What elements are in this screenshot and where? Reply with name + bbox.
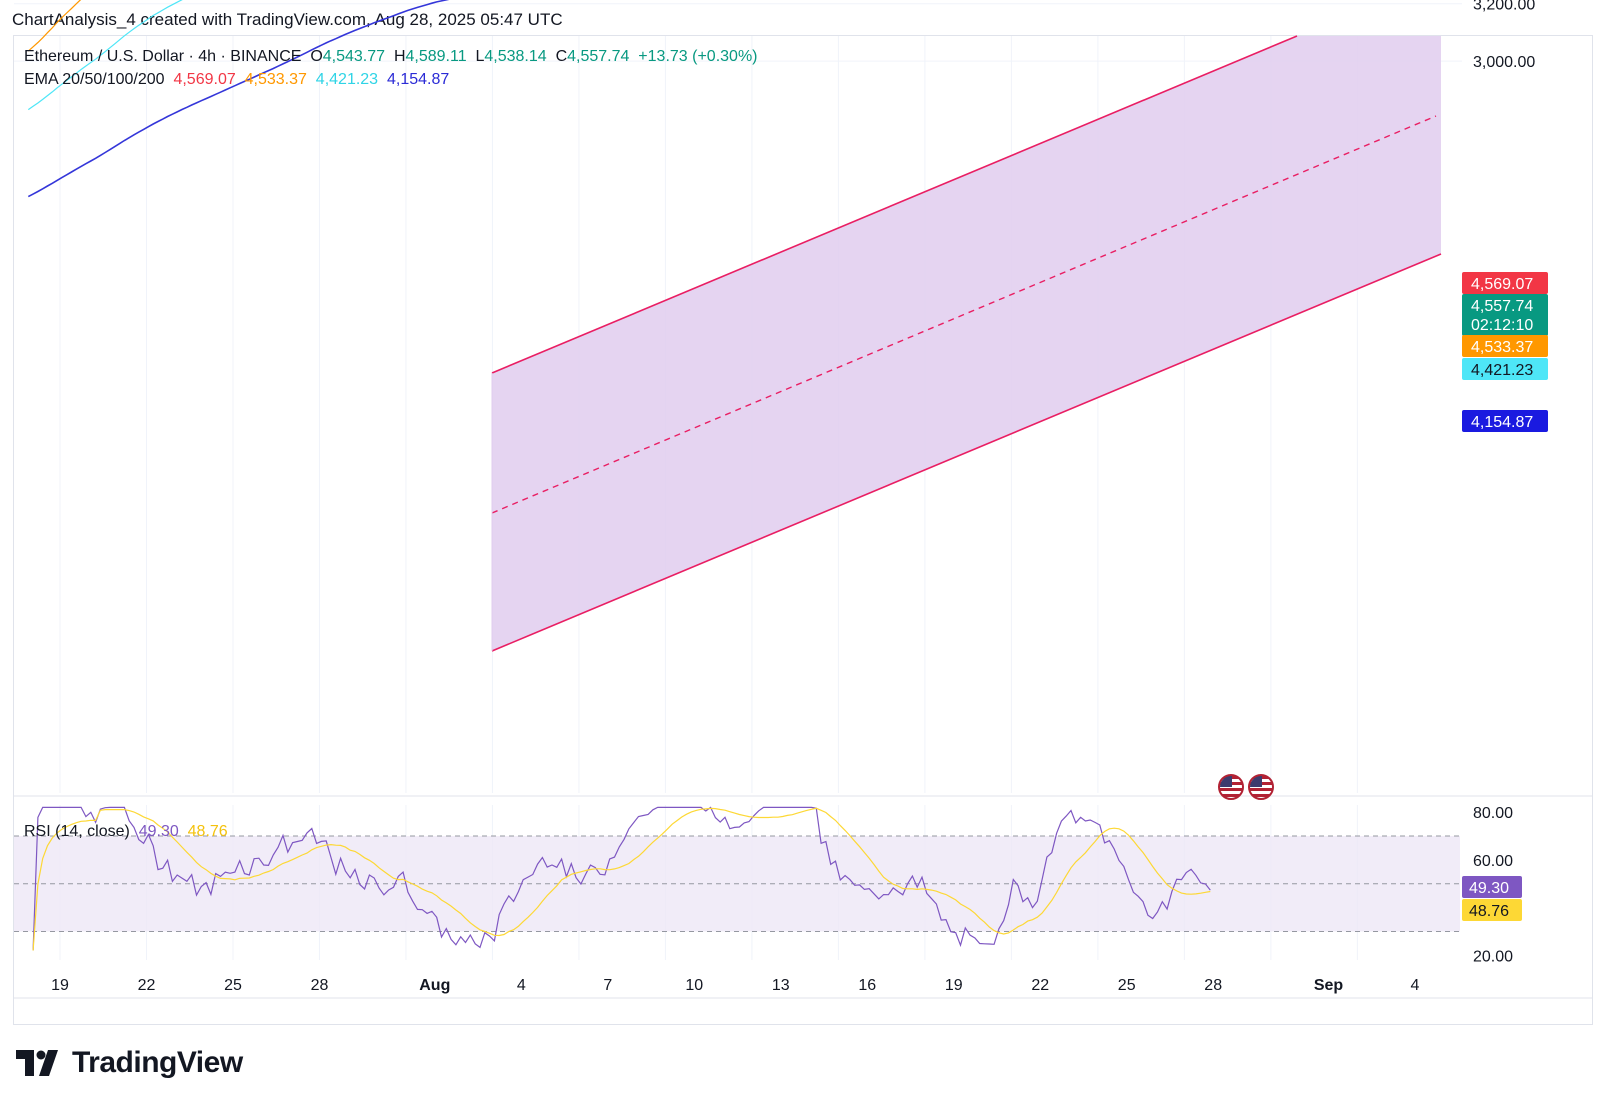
rsi-value-badge-text: 49.30 <box>1469 880 1509 897</box>
parallel-channel-fill <box>492 36 1441 651</box>
last-price-badge <box>1462 294 1548 336</box>
time-axis-label: 4 <box>1411 977 1420 994</box>
time-axis-label: 19 <box>945 977 963 994</box>
price-chart[interactable]: 5,400.005,200.005,000.004,800.004,200.00… <box>0 0 1600 1030</box>
ema20-price-badge <box>1462 272 1548 294</box>
time-axis-label: Sep <box>1314 977 1344 994</box>
rsi-scale-label: 60.00 <box>1473 853 1513 870</box>
tradingview-logo[interactable]: TradingView <box>16 1046 243 1080</box>
us-flag-icon[interactable] <box>1218 774 1244 800</box>
rsi-ma-line <box>32 807 1211 951</box>
ema20-value: 4,569.07 <box>173 71 236 88</box>
channel-lower-line <box>491 253 1442 652</box>
time-axis-label: 4 <box>517 977 526 994</box>
ema100-price-badge <box>1462 358 1548 380</box>
time-axis-label: 10 <box>685 977 703 994</box>
symbol-title[interactable]: Ethereum / U.S. Dollar · 4h · BINANCE <box>24 48 302 65</box>
close-label: C <box>555 48 568 65</box>
ema200-price-badge <box>1462 410 1548 432</box>
ema50-value: 4,533.37 <box>244 71 307 88</box>
ema50-line <box>27 0 82 52</box>
time-axis-label: 25 <box>224 977 242 994</box>
author-line: ChartAnalysis_4 created with TradingView… <box>12 10 563 29</box>
time-axis-label: 28 <box>311 977 329 994</box>
countdown-text: 02:12:10 <box>1471 317 1533 334</box>
ema100-price-badge-text: 4,421.23 <box>1471 362 1533 379</box>
rsi-value-badge <box>1462 876 1522 898</box>
tradingview-wordmark: TradingView <box>72 1046 243 1079</box>
close-value: 4,557.74 <box>567 48 630 65</box>
channel-upper-line <box>491 35 1298 374</box>
ema200-line <box>27 0 450 198</box>
time-axis-label: 22 <box>1031 977 1049 994</box>
channel-median-line <box>491 115 1437 514</box>
ema50-price-badge <box>1462 335 1548 357</box>
high-label: H <box>393 48 406 65</box>
chart-frame[interactable] <box>13 35 1593 1025</box>
rsi-scale-label: 20.00 <box>1473 948 1513 965</box>
time-axis-label: 13 <box>772 977 790 994</box>
time-axis-label: Aug <box>419 977 450 994</box>
symbol-legend: Ethereum / U.S. Dollar · 4h · BINANCE O4… <box>24 48 758 66</box>
rsi-ma-badge-text: 48.76 <box>1469 903 1509 920</box>
open-label: O <box>310 48 323 65</box>
time-axis-label: 19 <box>51 977 69 994</box>
rsi-value: 49.30 <box>138 823 179 840</box>
price-scale-label: 3,000.00 <box>1473 54 1535 71</box>
ema200-price-badge-text: 4,154.87 <box>1471 414 1533 431</box>
ema-label: EMA 20/50/100/200 <box>24 71 165 88</box>
ema50-price-badge-text: 4,533.37 <box>1471 339 1533 356</box>
time-axis-label: 7 <box>603 977 612 994</box>
ema200-value: 4,154.87 <box>386 71 450 88</box>
rsi-scale-label: 80.00 <box>1473 805 1513 822</box>
us-flag-icon[interactable] <box>1248 774 1274 800</box>
ema20-price-badge-text: 4,569.07 <box>1471 276 1533 293</box>
rsi-legend[interactable]: RSI (14, close) 49.30 48.76 <box>24 823 228 841</box>
time-axis-label: 16 <box>858 977 876 994</box>
low-label: L <box>475 48 485 65</box>
rsi-label: RSI (14, close) <box>24 823 130 840</box>
time-axis-label: 28 <box>1204 977 1222 994</box>
rsi-ma-value: 48.76 <box>187 823 228 840</box>
time-axis-label: 22 <box>138 977 156 994</box>
change-value: +13.73 (+0.30%) <box>638 48 758 65</box>
ema100-value: 4,421.23 <box>315 71 379 88</box>
open-value: 4,543.77 <box>322 48 386 65</box>
time-axis-label: 25 <box>1118 977 1136 994</box>
last-price-badge-text: 4,557.74 <box>1471 298 1533 315</box>
low-value: 4,538.14 <box>484 48 547 65</box>
tradingview-logo-icon <box>16 1050 58 1076</box>
ema-legend[interactable]: EMA 20/50/100/200 4,569.07 4,533.37 4,42… <box>24 71 449 89</box>
rsi-ma-badge <box>1462 899 1522 921</box>
high-value: 4,589.11 <box>405 48 467 65</box>
price-scale-label: 3,200.00 <box>1473 0 1535 14</box>
rsi-line <box>32 806 1211 951</box>
